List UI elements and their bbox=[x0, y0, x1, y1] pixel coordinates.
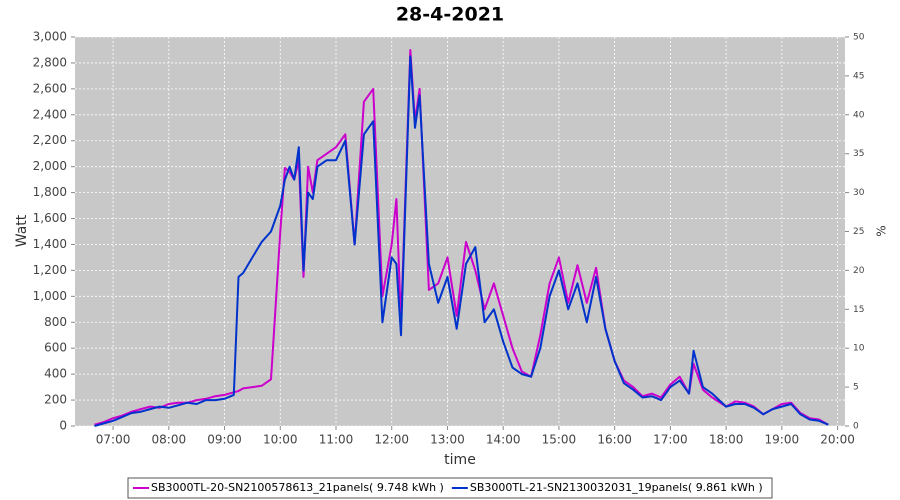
y2-tick-label: 50 bbox=[853, 33, 865, 43]
y2-tick-label: 0 bbox=[853, 422, 859, 432]
y2-tick-label: 5 bbox=[853, 383, 859, 393]
y-tick-label: 2,800 bbox=[33, 55, 67, 69]
plot-area bbox=[75, 37, 845, 426]
x-tick-label: 16:00 bbox=[597, 433, 632, 447]
x-tick-label: 19:00 bbox=[765, 433, 800, 447]
x-tick-label: 08:00 bbox=[152, 433, 187, 447]
y2-tick-label: 45 bbox=[853, 71, 864, 81]
x-tick-label: 07:00 bbox=[96, 433, 131, 447]
y-tick-label: 800 bbox=[44, 315, 67, 329]
x-tick-label: 13:00 bbox=[430, 433, 465, 447]
x-tick-label: 11:00 bbox=[319, 433, 354, 447]
x-tick-label: 17:00 bbox=[653, 433, 688, 447]
x-tick-label: 09:00 bbox=[207, 433, 242, 447]
y2-tick-label: 20 bbox=[853, 266, 865, 276]
y-tick-label: 3,000 bbox=[33, 30, 67, 44]
y-tick-label: 2,200 bbox=[33, 133, 67, 147]
chart-title: 28-4-2021 bbox=[396, 4, 504, 26]
y2-tick-label: 40 bbox=[853, 110, 865, 120]
y-tick-label: 2,000 bbox=[33, 159, 67, 173]
x-tick-label: 14:00 bbox=[486, 433, 521, 447]
y-tick-label: 400 bbox=[44, 367, 67, 381]
x-tick-label: 12:00 bbox=[374, 433, 409, 447]
x-axis-label: time bbox=[444, 452, 476, 468]
y-tick-label: 200 bbox=[44, 393, 67, 407]
y-tick-label: 600 bbox=[44, 341, 67, 355]
x-tick-label: 15:00 bbox=[542, 433, 577, 447]
y-tick-label: 2,600 bbox=[33, 81, 67, 95]
y-tick-label: 2,400 bbox=[33, 107, 67, 121]
y-tick-label: 1,600 bbox=[33, 211, 67, 225]
y2-axis-label: % bbox=[875, 225, 889, 236]
series-line bbox=[94, 55, 829, 427]
x-tick-label: 18:00 bbox=[709, 433, 744, 447]
y2-tick-label: 15 bbox=[853, 305, 864, 315]
y-tick-label: 1,400 bbox=[33, 237, 67, 251]
legend bbox=[127, 477, 773, 499]
y-tick-label: 1,800 bbox=[33, 185, 67, 199]
y2-tick-label: 10 bbox=[853, 344, 865, 354]
x-tick-label: 10:00 bbox=[263, 433, 298, 447]
y-tick-label: 1,200 bbox=[33, 263, 67, 277]
legend-label: SB3000TL-21-SN2130032031_19panels( 9.861… bbox=[470, 481, 763, 494]
y2-tick-label: 30 bbox=[853, 188, 865, 198]
x-tick-label: 20:00 bbox=[820, 433, 855, 447]
y-axis-label: Watt bbox=[14, 214, 30, 247]
y-tick-label: 0 bbox=[59, 419, 67, 433]
legend-label: SB3000TL-20-SN2100578613_21panels( 9.748… bbox=[151, 481, 444, 494]
y-tick-label: 1,000 bbox=[33, 289, 67, 303]
y2-tick-label: 35 bbox=[853, 149, 864, 159]
y2-tick-label: 25 bbox=[853, 227, 864, 237]
